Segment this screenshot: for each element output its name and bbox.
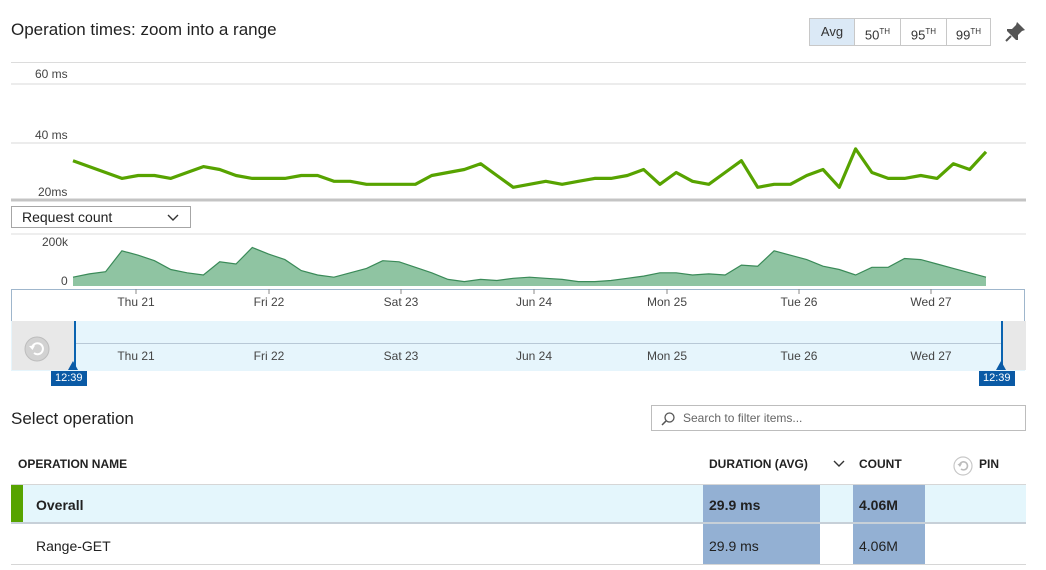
- brush-tick-label: Sat 23: [383, 349, 419, 363]
- range-start-time: 12:39: [51, 371, 87, 386]
- header-divider: [11, 62, 1026, 63]
- column-duration[interactable]: DURATION (AVG): [709, 457, 808, 471]
- percentile-selector: Avg 50TH 95TH 99TH: [809, 18, 991, 46]
- percentile-99-button[interactable]: 99TH: [946, 19, 990, 45]
- y-tick-200k: 200k: [42, 235, 69, 249]
- x-tick-label: Tue 26: [780, 295, 818, 309]
- range-handle-left[interactable]: [12, 321, 76, 370]
- brush-axis-line: [74, 343, 1001, 344]
- percentile-95-label: 95: [910, 27, 926, 43]
- percentile-avg-label: Avg: [820, 24, 844, 39]
- request-count-line: [72, 246, 987, 283]
- metric-dropdown[interactable]: Request count: [11, 206, 191, 228]
- start-marker-icon[interactable]: [68, 361, 78, 370]
- percentile-99-label: 99: [955, 27, 971, 43]
- count-cell: 4.06M: [853, 485, 925, 522]
- column-pin[interactable]: PIN: [979, 457, 1000, 471]
- x-tick-label: Sat 23: [383, 295, 419, 309]
- select-operation-title: Select operation: [11, 409, 134, 428]
- chart-title: Operation times: zoom into a range: [11, 20, 277, 39]
- duration-value: 29.9 ms: [709, 538, 759, 554]
- percentile-50-label: 50: [864, 27, 880, 43]
- search-icon: [661, 412, 675, 426]
- count-value: 4.06M: [859, 538, 898, 554]
- selected-row-indicator: [11, 485, 23, 522]
- brush-tick-label: Jun 24: [515, 349, 553, 363]
- percentile-50-suffix: TH: [879, 27, 891, 36]
- x-tick-label: Mon 25: [646, 295, 688, 309]
- y-tick-20: 20ms: [38, 185, 68, 199]
- y-tick-60: 60 ms: [35, 67, 68, 81]
- request-count-area: [73, 247, 986, 286]
- y-tick-0: 0: [61, 274, 68, 288]
- x-tick-label: Wed 27: [910, 295, 952, 309]
- column-operation-name[interactable]: OPERATION NAME: [18, 457, 128, 471]
- table-row[interactable]: [11, 524, 1026, 565]
- range-end-time: 12:39: [979, 371, 1015, 386]
- brush-tick-label: Fri 22: [253, 349, 285, 363]
- percentile-50-button[interactable]: 50TH: [854, 19, 900, 45]
- brush-tick-label: Tue 26: [780, 349, 818, 363]
- x-tick-label: Fri 22: [253, 295, 285, 309]
- metric-dropdown-label: Request count: [22, 209, 113, 225]
- percentile-avg-button[interactable]: Avg: [810, 19, 854, 45]
- brush-tick-label: Wed 27: [910, 349, 952, 363]
- search-input[interactable]: [681, 410, 1015, 426]
- request-count-chart-svg: [11, 233, 1026, 286]
- x-axis-ticks: [11, 289, 1025, 319]
- duration-chart-svg: [11, 83, 1026, 202]
- percentile-99-suffix: TH: [970, 27, 982, 36]
- brush-tick-label: Thu 21: [117, 349, 155, 363]
- percentile-95-button[interactable]: 95TH: [900, 19, 946, 45]
- count-cell: 4.06M: [853, 524, 925, 564]
- table-header-divider: [11, 484, 1026, 485]
- operation-name[interactable]: Range-GET: [36, 538, 111, 554]
- sort-chevron-icon[interactable]: [832, 458, 846, 470]
- column-count[interactable]: COUNT: [859, 457, 902, 471]
- operation-name[interactable]: Overall: [36, 497, 84, 513]
- request-count-chart: [11, 230, 1026, 290]
- x-axis-ticks-svg: [135, 289, 932, 294]
- pin-icon[interactable]: [1003, 20, 1027, 44]
- duration-series-line: [72, 147, 988, 189]
- search-box[interactable]: [651, 405, 1026, 431]
- duration-cell: 29.9 ms: [703, 485, 820, 522]
- chevron-down-icon: [167, 214, 179, 221]
- reset-pin-icon[interactable]: [953, 456, 973, 476]
- duration-value: 29.9 ms: [709, 497, 761, 513]
- duration-chart: [11, 62, 1026, 202]
- reset-zoom-icon[interactable]: [24, 336, 50, 362]
- percentile-95-suffix: TH: [925, 27, 937, 36]
- x-tick-label: Jun 24: [515, 295, 553, 309]
- brush-tick-label: Mon 25: [646, 349, 688, 363]
- count-value: 4.06M: [859, 497, 898, 513]
- end-marker-icon[interactable]: [996, 361, 1006, 370]
- range-selection-band[interactable]: [11, 321, 1025, 371]
- x-tick-label: Thu 21: [117, 295, 155, 309]
- y-tick-40: 40 ms: [35, 128, 68, 142]
- duration-cell: 29.9 ms: [703, 524, 820, 564]
